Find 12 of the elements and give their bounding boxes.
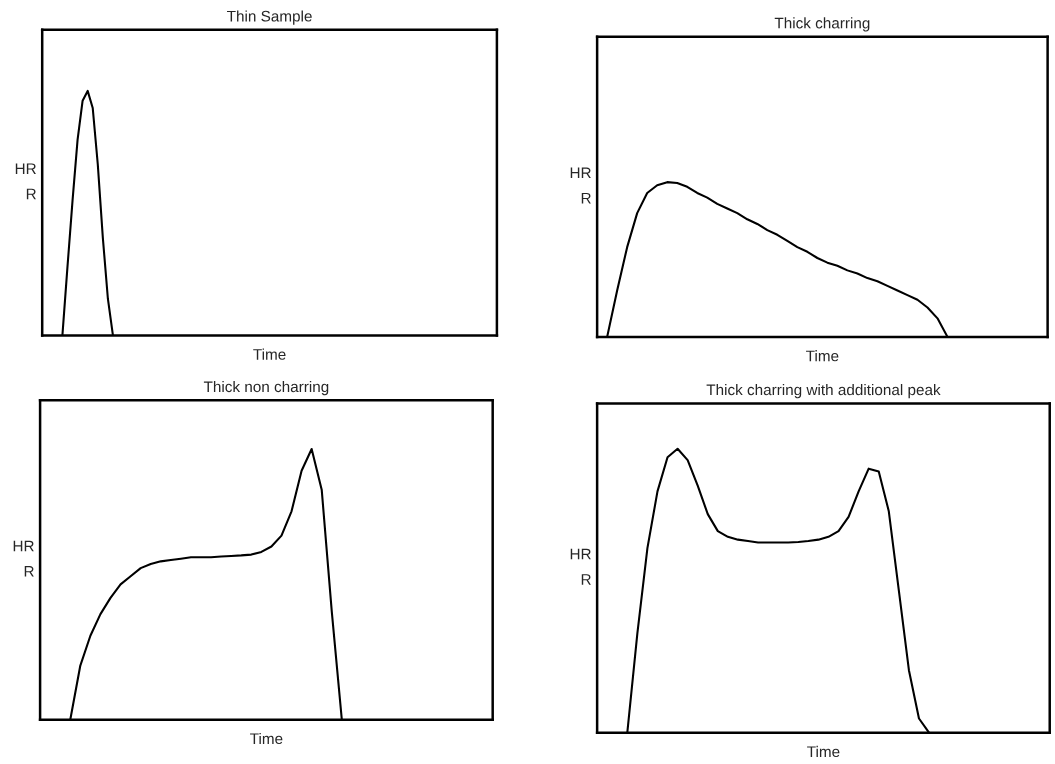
chart-title: Thick charring: [774, 17, 870, 32]
y-axis-title: HR R: [570, 548, 591, 585]
x-axis-title: Time: [807, 745, 840, 758]
y-axis-title: HR R: [15, 163, 36, 200]
x-axis-title: Time: [250, 732, 283, 745]
x-axis-title: Time: [806, 350, 839, 362]
chart-title: Thick non charring: [203, 380, 329, 396]
y-axis-title: HR R: [570, 167, 591, 204]
chart-title: Thin Sample: [227, 10, 312, 25]
chart-title: Thick charring with additional peak: [706, 383, 941, 399]
x-axis-title: Time: [253, 348, 286, 360]
y-axis-title: HR R: [13, 540, 34, 577]
